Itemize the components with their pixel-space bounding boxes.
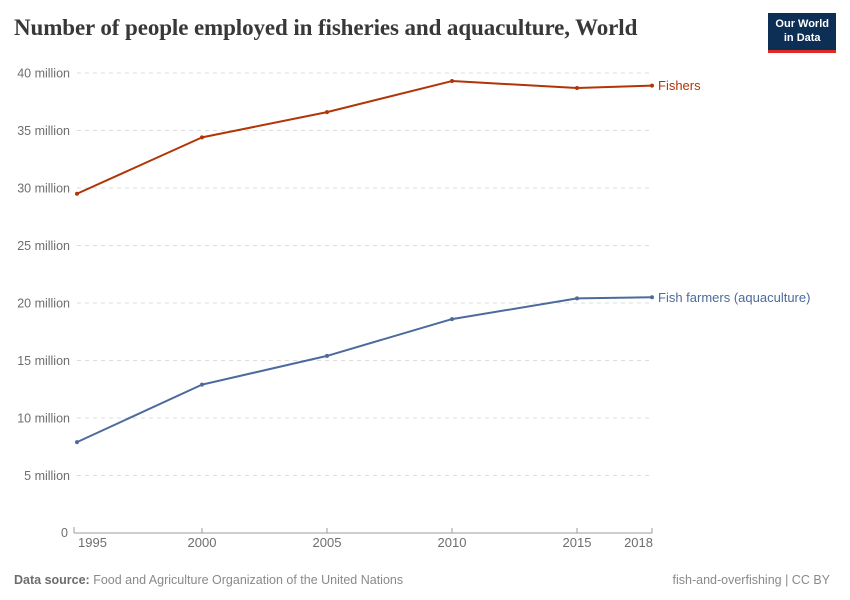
series-point-fish-farmers-aquaculture [450, 317, 454, 322]
series-point-fish-farmers-aquaculture [75, 440, 79, 445]
series-point-fishers [200, 135, 204, 140]
series-label-fishers: Fishers [658, 78, 701, 93]
chart-title: Number of people employed in fisheries a… [14, 15, 638, 40]
y-axis-tick-label: 5 million [24, 469, 70, 483]
x-axis-tick-label: 2010 [438, 535, 467, 550]
series-label-fish-farmers-aquaculture: Fish farmers (aquaculture) [658, 290, 810, 305]
y-axis-tick-label: 40 million [17, 67, 70, 81]
x-axis-tick-label: 2018 [624, 535, 653, 550]
y-axis-tick-label: 20 million [17, 297, 70, 311]
data-source-label: Data source: [14, 573, 90, 587]
data-source-note: Data source: Food and Agriculture Organi… [14, 573, 403, 587]
series-point-fish-farmers-aquaculture [325, 353, 329, 358]
series-point-fish-farmers-aquaculture [575, 296, 579, 301]
series-point-fish-farmers-aquaculture [200, 382, 204, 387]
series-point-fishers [650, 83, 654, 88]
x-axis-tick-label: 2015 [563, 535, 592, 550]
x-axis-tick-label: 2000 [188, 535, 217, 550]
license-note: fish-and-overfishing | CC BY [672, 573, 830, 587]
data-source-text: Food and Agriculture Organization of the… [89, 573, 404, 587]
x-axis-tick-label: 1995 [78, 535, 107, 550]
owid-logo-line2: in Data [783, 31, 821, 44]
owid-logo-line1: Our World [775, 18, 829, 30]
y-axis-tick-label: 0 [61, 526, 68, 540]
y-axis-tick-label: 25 million [17, 239, 70, 253]
chart-footer: Data source: Food and Agriculture Organi… [14, 573, 830, 587]
series-point-fishers [450, 79, 454, 84]
series-line-fishers [76, 80, 653, 195]
series-line-fish-farmers-aquaculture [76, 296, 653, 444]
y-axis-tick-label: 30 million [17, 182, 70, 196]
x-axis-tick-label: 2005 [313, 535, 342, 550]
owid-logo: Our World in Data [768, 13, 836, 53]
y-axis-tick-label: 10 million [17, 412, 70, 426]
series-point-fishers [75, 191, 79, 196]
y-axis-tick-label: 15 million [17, 354, 70, 368]
series-point-fishers [325, 110, 329, 115]
series-point-fish-farmers-aquaculture [650, 295, 654, 300]
y-axis-tick-label: 35 million [17, 124, 70, 138]
series-point-fishers [575, 85, 579, 90]
